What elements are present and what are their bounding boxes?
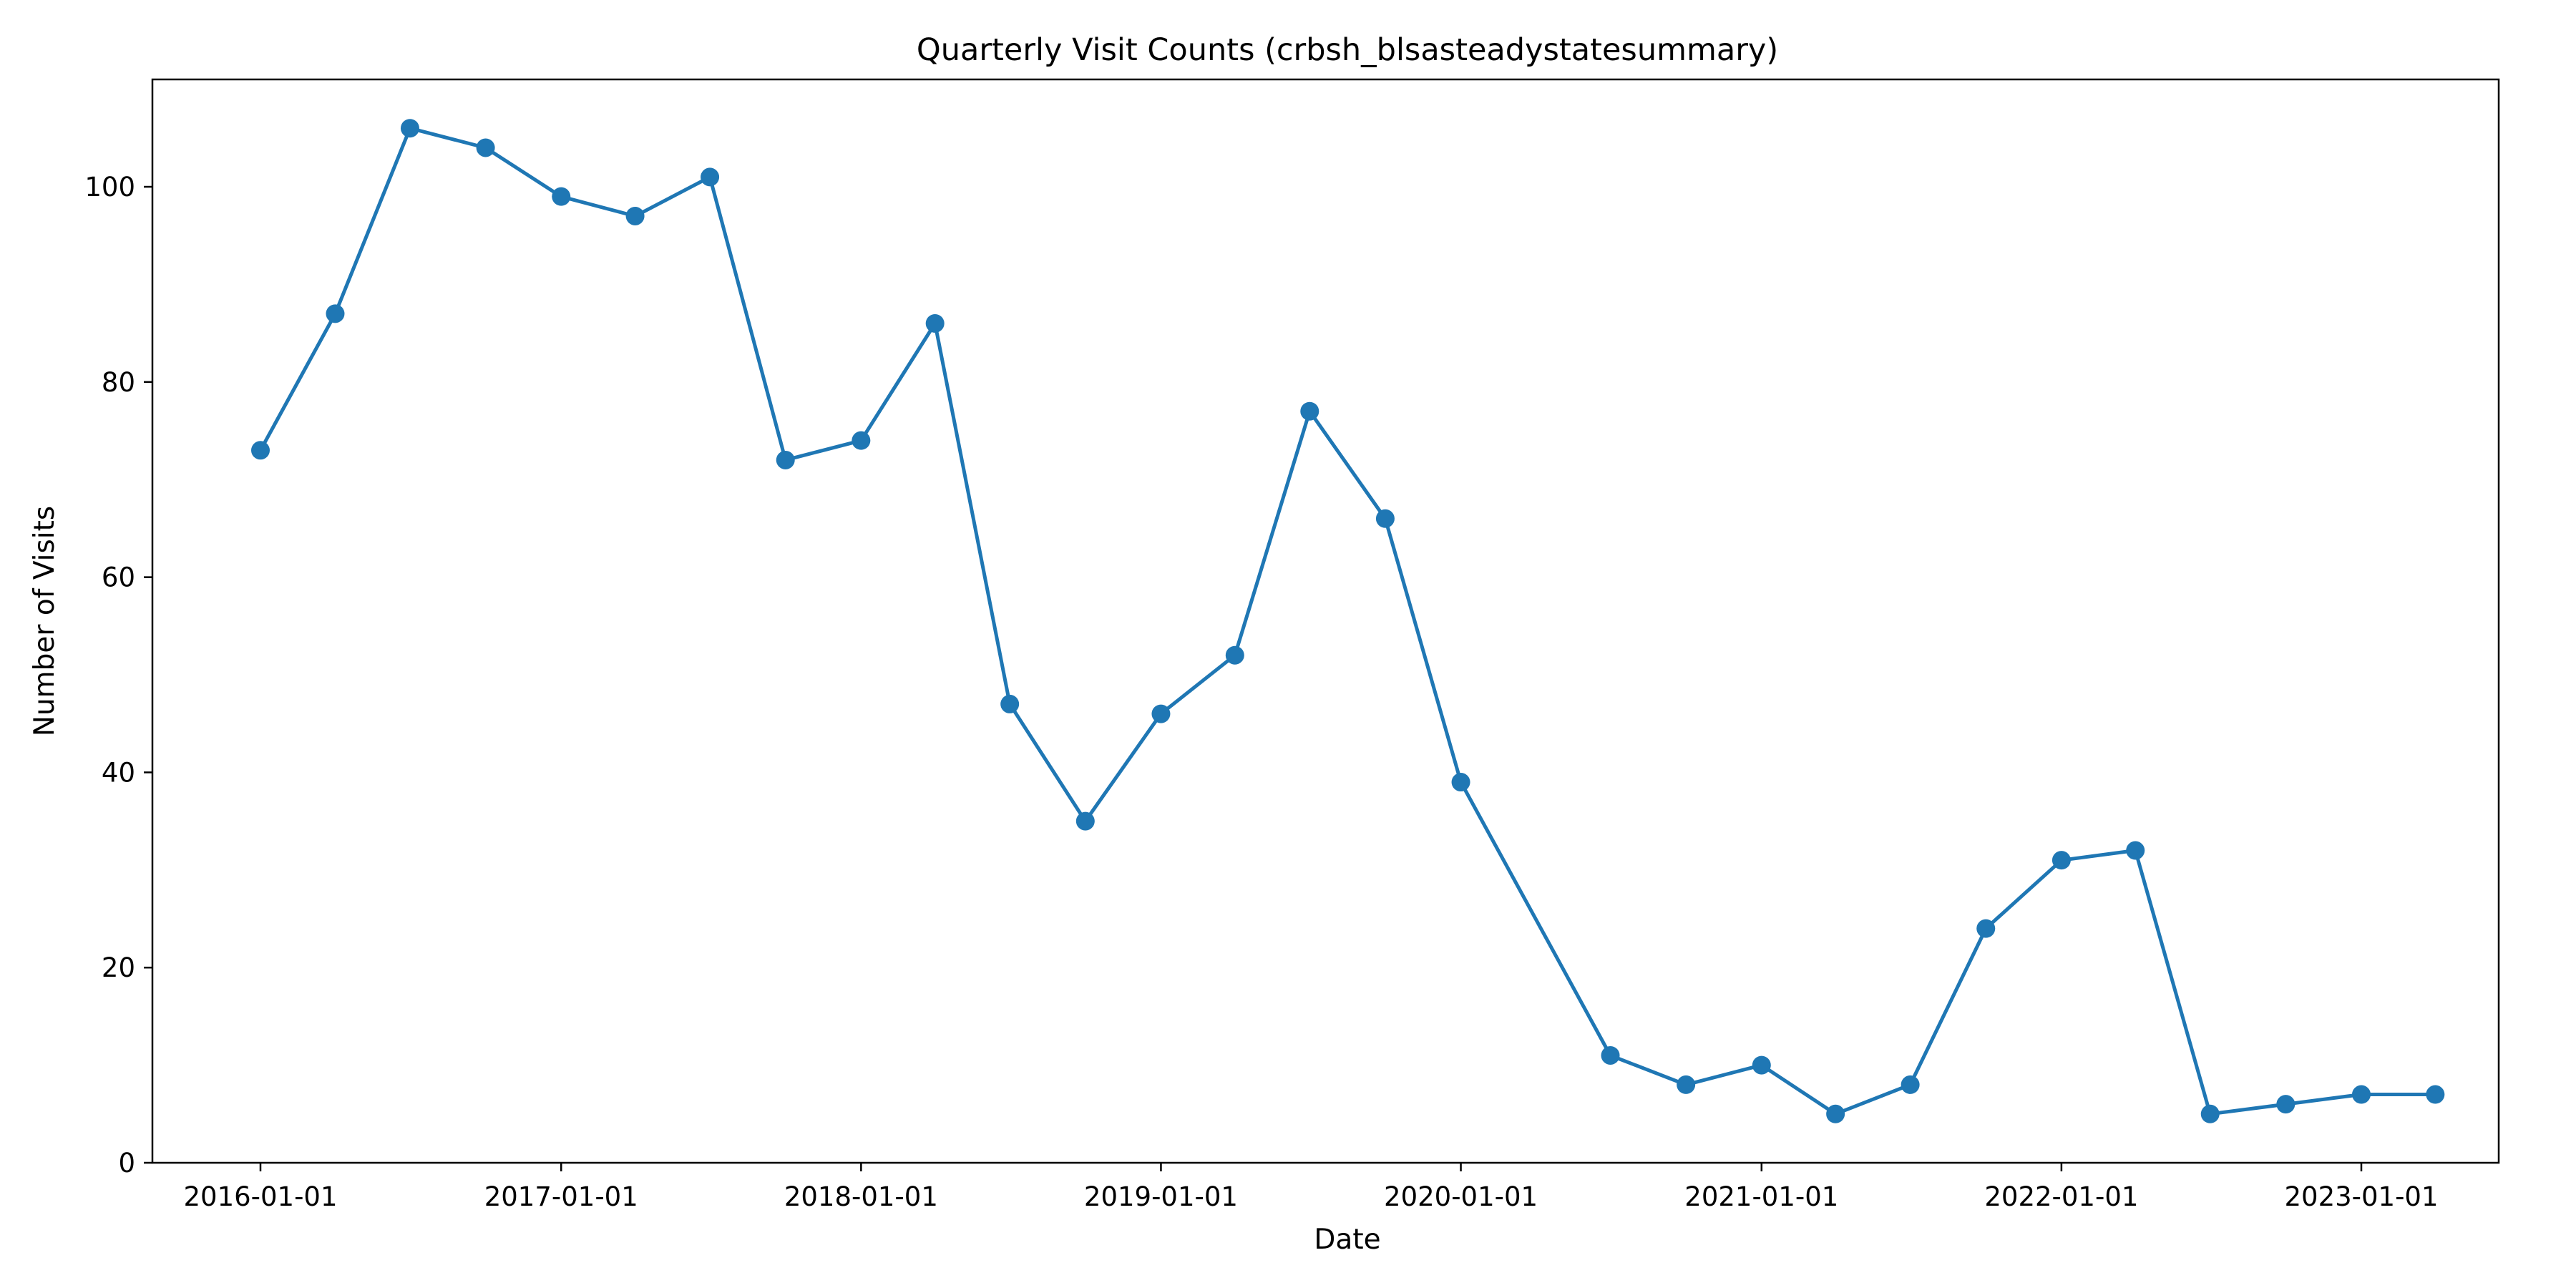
x-tick-label: 2023-01-01 [2284,1181,2438,1212]
data-point [476,138,495,157]
data-point [552,187,571,206]
data-point [776,450,795,469]
x-tick-label: 2017-01-01 [484,1181,638,1212]
x-tick-label: 2016-01-01 [183,1181,337,1212]
data-point [1225,645,1244,665]
data-point [1901,1075,1920,1094]
data-point [1300,401,1319,421]
data-point [625,206,645,225]
data-point [1826,1104,1845,1123]
y-tick-label: 100 [84,172,135,203]
x-tick-label: 2020-01-01 [1384,1181,1538,1212]
y-tick-label: 80 [102,367,135,398]
y-tick-label: 0 [118,1148,135,1179]
data-point [701,167,720,187]
chart-title: Quarterly Visit Counts (crbsh_blsasteady… [917,32,1778,68]
plot-area-frame [151,78,2500,1164]
y-axis: 0 20 40 60 80 100 [84,172,152,1179]
data-point [2200,1104,2220,1123]
data-point [400,119,419,138]
x-axis-label: Date [1314,1224,1380,1256]
data-point [2426,1085,2445,1104]
data-point [251,441,270,460]
data-point [1075,811,1095,831]
x-tick-label: 2019-01-01 [1084,1181,1238,1212]
data-point [1677,1075,1696,1094]
data-point [1601,1045,1620,1065]
y-axis-label: Number of Visits [29,506,61,736]
data-point [1451,773,1470,792]
x-tick-label: 2018-01-01 [784,1181,938,1212]
data-point [1000,694,1020,713]
x-tick-label: 2022-01-01 [1984,1181,2138,1212]
data-point [2352,1085,2371,1104]
data-series [251,119,2445,1123]
data-point [852,431,871,450]
y-tick-label: 40 [102,757,135,788]
data-point [1375,509,1395,528]
y-tick-label: 60 [102,562,135,593]
data-point [2126,841,2145,860]
data-point [1151,704,1171,723]
data-point [326,304,345,323]
x-axis: 2016-01-01 2017-01-01 2018-01-01 2019-01-01… [183,1163,2439,1212]
data-point [1976,919,1996,938]
data-point [1752,1055,1771,1075]
data-point [2276,1095,2296,1114]
data-point [925,313,945,333]
y-tick-label: 20 [102,952,135,983]
data-point [2051,851,2071,870]
x-tick-label: 2021-01-01 [1684,1181,1838,1212]
